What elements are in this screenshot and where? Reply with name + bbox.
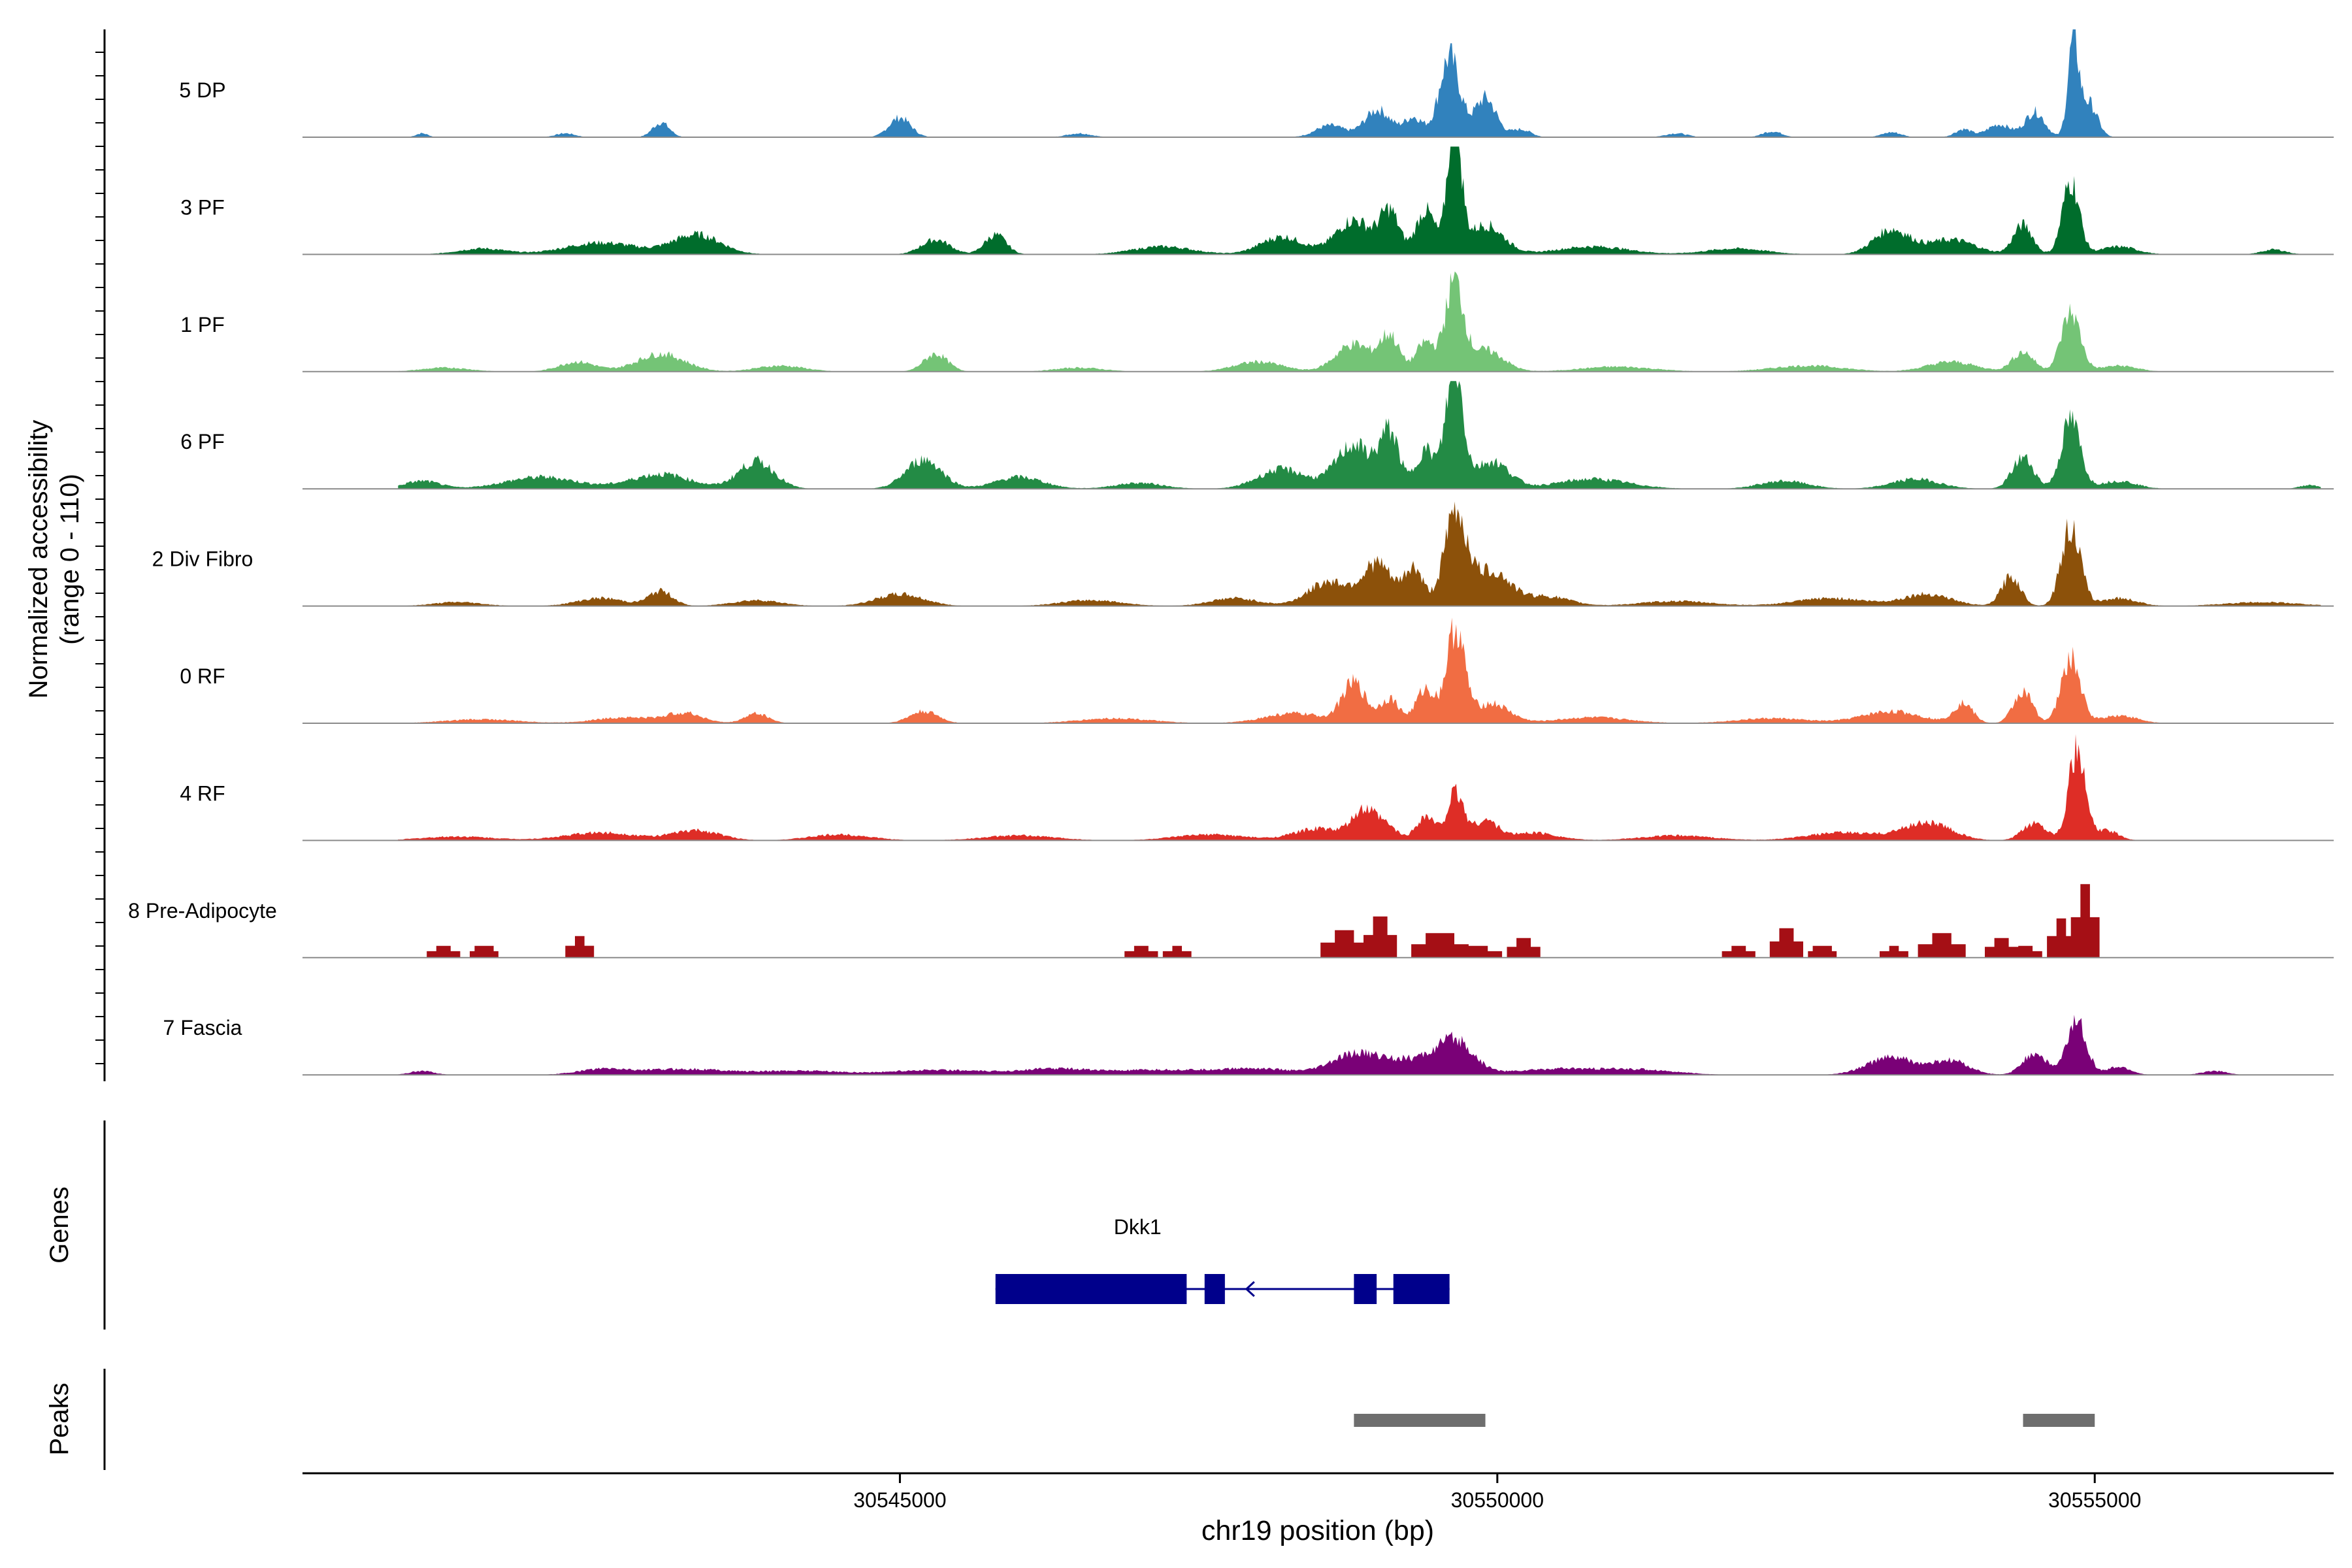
peak-region <box>2023 1414 2095 1427</box>
track-2-div-fibro: 2 Div Fibro <box>152 501 2334 607</box>
peaks-track <box>1354 1414 2095 1427</box>
track-6-pf: 6 PF <box>180 381 2334 490</box>
track-label-1-pf: 1 PF <box>180 313 225 336</box>
gene-track: Dkk1 <box>995 1215 1450 1304</box>
x-axis-ticks: 30545000 30550000 30555000 <box>853 1473 2141 1512</box>
track-7-fascia: 7 Fascia <box>163 1015 2334 1076</box>
track-label-7-fascia: 7 Fascia <box>163 1016 242 1039</box>
coverage-area-2-div-fibro <box>398 501 2321 606</box>
coverage-area-3-pf <box>398 146 2321 255</box>
peaks-track-label: Peaks <box>45 1382 74 1455</box>
peak-region <box>1354 1414 1486 1427</box>
coverage-y-axis-ticks <box>95 52 105 1064</box>
gene-exon <box>1354 1274 1377 1304</box>
track-label-6-pf: 6 PF <box>180 430 225 453</box>
y-axis-title: Normalized accessibility (range 0 - 110) <box>24 420 84 699</box>
track-label-2-div-fibro: 2 Div Fibro <box>152 547 253 571</box>
track-1-pf: 1 PF <box>180 271 2334 372</box>
track-label-3-pf: 3 PF <box>180 195 225 219</box>
track-4-rf: 4 RF <box>180 734 2334 841</box>
gene-label-dkk1: Dkk1 <box>1114 1215 1162 1239</box>
track-5-dp: 5 DP <box>179 29 2334 138</box>
coverage-area-8-pre-adipocyte <box>398 884 2320 958</box>
coverage-area-7-fascia <box>398 1015 2321 1075</box>
x-axis-title: chr19 position (bp) <box>1201 1515 1434 1546</box>
coverage-area-0-rf <box>398 617 2321 723</box>
gene-strand-arrow <box>1245 1281 1255 1298</box>
x-tick-label: 30545000 <box>853 1488 946 1512</box>
coverage-tracks: 5 DP 3 PF 1 PF 6 PF 2 Div Fibro 0 RF 4 RF 8 Pre… <box>128 29 2334 1076</box>
track-8-pre-adipocyte: 8 Pre-Adipocyte <box>128 884 2334 958</box>
track-0-rf: 0 RF <box>180 617 2334 724</box>
coverage-area-1-pf <box>398 271 2321 372</box>
genes-track-label: Genes <box>45 1186 74 1264</box>
gene-exon <box>1393 1274 1450 1304</box>
track-label-5-dp: 5 DP <box>179 78 225 102</box>
track-label-0-rf: 0 RF <box>180 664 225 688</box>
track-label-8-pre-adipocyte: 8 Pre-Adipocyte <box>128 899 277 923</box>
x-tick-label: 30550000 <box>1451 1488 1544 1512</box>
track-label-4-rf: 4 RF <box>180 781 225 805</box>
x-tick-label: 30555000 <box>2048 1488 2141 1512</box>
track-3-pf: 3 PF <box>180 146 2334 255</box>
coverage-area-6-pf <box>398 381 2321 489</box>
gene-exon <box>1204 1274 1225 1304</box>
gene-exon <box>995 1274 1187 1304</box>
y-axis-title-line1: Normalized accessibility <box>24 420 53 699</box>
y-axis-title-line2: (range 0 - 110) <box>56 474 84 645</box>
gene-dkk1: Dkk1 <box>995 1215 1450 1304</box>
coverage-area-4-rf <box>398 734 2321 841</box>
coverage-area-5-dp <box>398 29 2321 137</box>
